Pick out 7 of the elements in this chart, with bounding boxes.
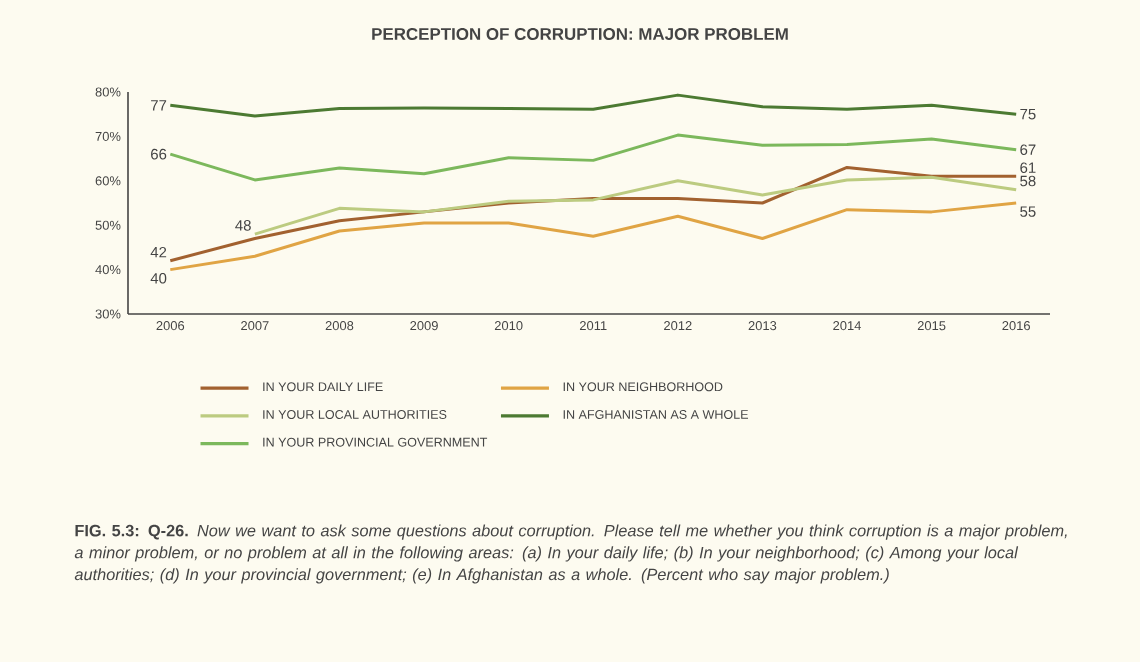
text: FIG. 5.3: Q-26. Now we want to ask some questions about corruption. Please tell me whether you think corruption is a major problem, a minor problem, or no problem at all in the following areas: (a) In your daily life; (b) In your neighborhood; (c) Among your local authorities; (d) In your provincial government; (e) In Afghanistan as a whole. (Percent who say major problem.): [74, 524, 1067, 584]
line-series: [168, 133, 1018, 182]
line-series: [168, 93, 1018, 118]
line-series: [168, 201, 1018, 272]
line-series: [168, 165, 1018, 263]
line-series: [253, 175, 1018, 236]
chart-title: PERCEPTION OF CORRUPTION: MAJOR PROBLEM: [372, 28, 788, 40]
